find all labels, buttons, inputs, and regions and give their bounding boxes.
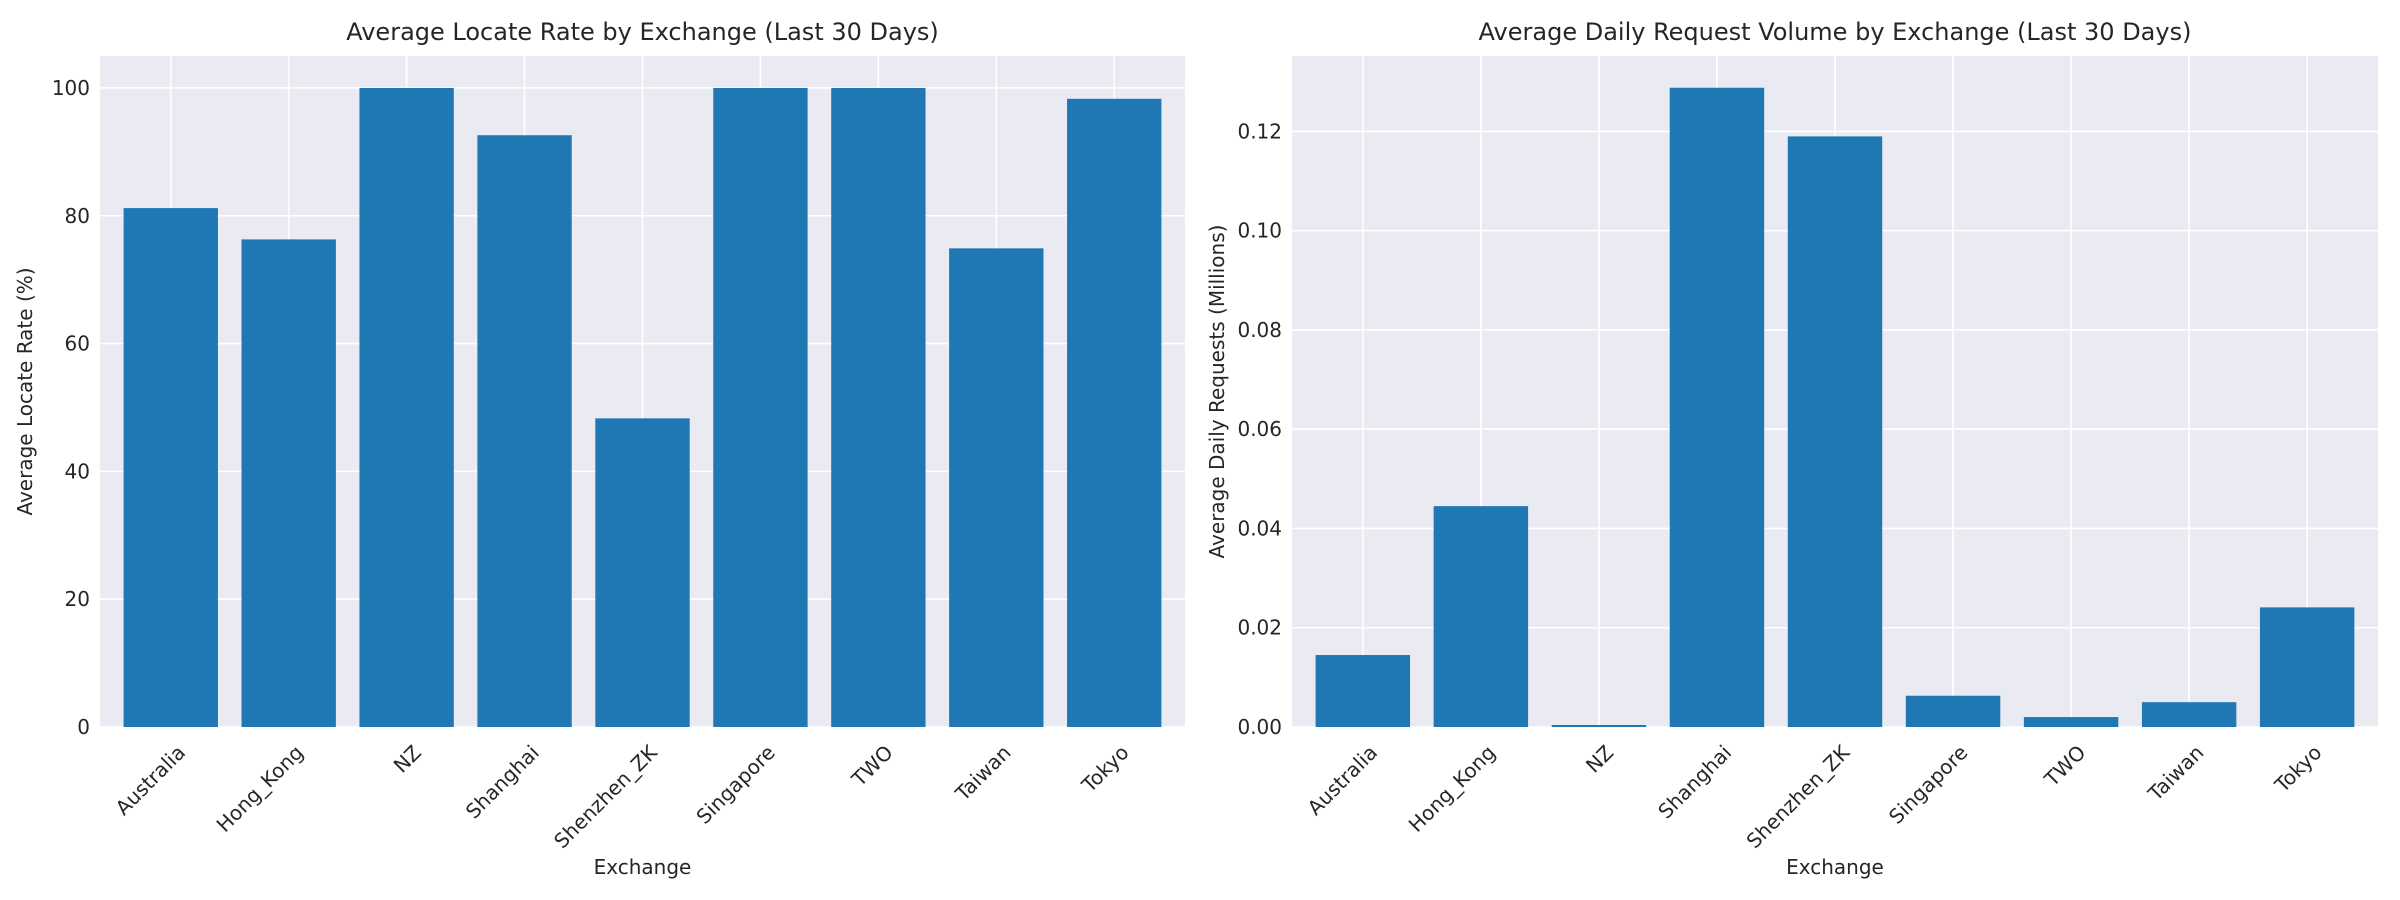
bar-tokyo — [1067, 98, 1162, 728]
x-tick-label: TWO — [2039, 740, 2090, 791]
x-tick-label: Shenzhen_ZK — [549, 740, 662, 853]
bar-taiwan — [949, 248, 1044, 727]
y-tick-label: 0.06 — [1237, 417, 1282, 441]
bar-two — [831, 87, 926, 727]
y-tick-label: 0.10 — [1237, 219, 1282, 243]
x-tick-label: Tokyo — [1076, 740, 1133, 797]
x-tick-label: Singapore — [691, 740, 779, 828]
bar-shenzhen-zk — [595, 418, 690, 727]
y-tick-labels: 0.00 0.02 0.04 0.06 0.08 0.10 0.12 — [1237, 119, 1282, 739]
bar-singapore — [1905, 695, 2001, 727]
y-tick-label: 0.04 — [1237, 516, 1282, 540]
y-tick-label: 0.12 — [1237, 119, 1282, 143]
y-tick-label: 20 — [65, 587, 90, 611]
bar-tokyo — [2259, 607, 2355, 727]
y-tick-label: 80 — [65, 204, 90, 228]
x-tick-label: Hong_Kong — [212, 740, 308, 836]
y-tick-label: 60 — [65, 332, 90, 356]
bar-nz — [359, 87, 454, 727]
bars — [1315, 87, 2355, 728]
x-tick-labels: Australia Hong_Kong NZ Shanghai Shenzhen_ZK S… — [111, 740, 1134, 853]
x-axis-label: Exchange — [1786, 855, 1884, 879]
y-tick-label: 0.00 — [1237, 715, 1282, 739]
y-tick-label: 100 — [52, 76, 90, 100]
y-tick-labels: 0 20 40 60 80 100 — [52, 76, 90, 739]
x-tick-label: Hong_Kong — [1404, 740, 1500, 836]
bar-nz — [1551, 725, 1647, 727]
x-tick-label: Shenzhen_ZK — [1742, 740, 1855, 853]
chart-title: Average Daily Request Volume by Exchange… — [1479, 18, 2192, 46]
x-tick-label: Shanghai — [1653, 740, 1736, 823]
x-tick-label: Shanghai — [461, 740, 544, 823]
x-tick-label: TWO — [846, 740, 897, 791]
request-volume-chart: Average Daily Request Volume by Exchange… — [1205, 18, 2378, 879]
x-tick-label: NZ — [1581, 740, 1618, 777]
bar-hong-kong — [241, 239, 336, 727]
bar-shenzhen-zk — [1787, 136, 1883, 728]
x-tick-label: Singapore — [1884, 740, 1972, 828]
bar-taiwan — [2141, 702, 2237, 727]
bar-hong-kong — [1433, 506, 1529, 727]
x-tick-label: Australia — [1303, 740, 1383, 820]
y-axis-label: Average Daily Requests (Millions) — [1205, 225, 1229, 559]
y-axis-label: Average Locate Rate (%) — [13, 267, 37, 515]
bar-two — [2023, 717, 2119, 727]
y-tick-label: 0.08 — [1237, 318, 1282, 342]
x-tick-label: Taiwan — [950, 740, 1016, 806]
bar-australia — [123, 208, 218, 728]
x-tick-labels: Australia Hong_Kong NZ Shanghai Shenzhen_ZK S… — [1303, 740, 2327, 853]
bar-singapore — [713, 87, 808, 727]
bar-australia — [1315, 655, 1411, 727]
bar-shanghai — [1669, 87, 1765, 728]
locate-rate-chart: Average Locate Rate by Exchange (Last 30… — [13, 18, 1185, 879]
bar-shanghai — [477, 135, 572, 728]
x-axis-label: Exchange — [594, 855, 692, 879]
y-tick-label: 0 — [77, 715, 90, 739]
chart-title: Average Locate Rate by Exchange (Last 30… — [346, 18, 939, 46]
y-tick-label: 40 — [65, 459, 90, 483]
bars — [123, 87, 1162, 728]
x-tick-label: NZ — [389, 740, 426, 777]
y-tick-label: 0.02 — [1237, 616, 1282, 640]
x-tick-label: Taiwan — [2143, 740, 2209, 806]
x-tick-label: Australia — [111, 740, 191, 820]
x-tick-label: Tokyo — [2269, 740, 2326, 797]
